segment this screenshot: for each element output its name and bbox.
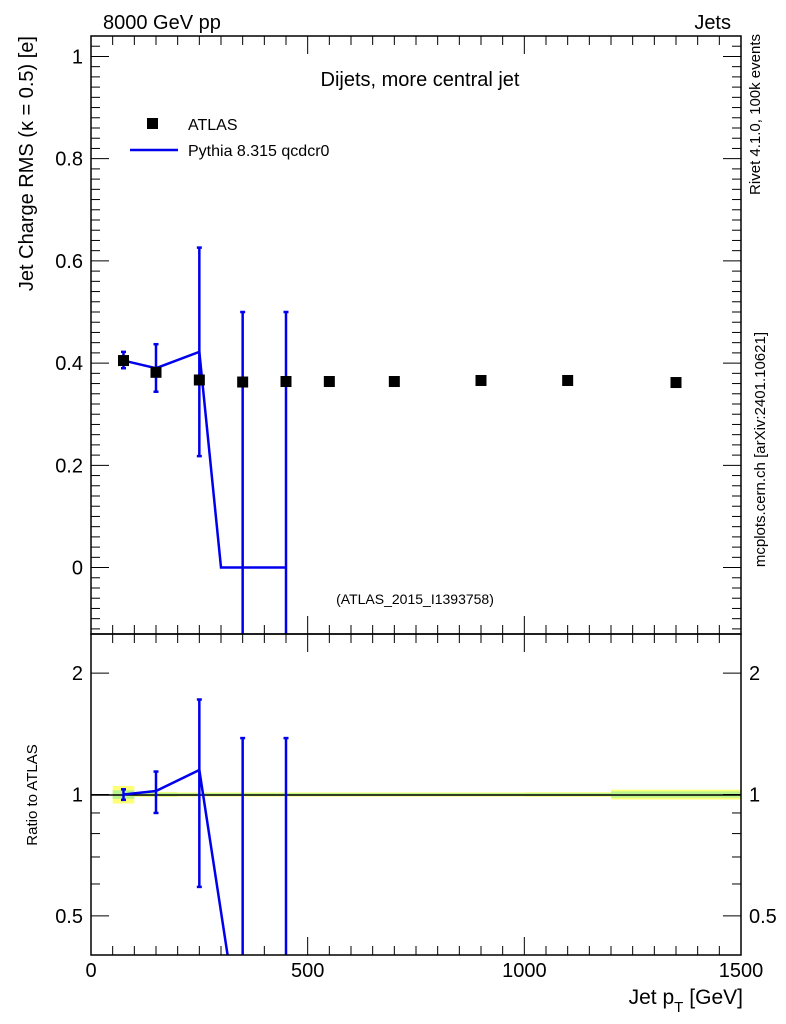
x-tick-label: 1000 bbox=[502, 960, 547, 982]
ratio-y-tick-label-left: 2 bbox=[72, 663, 83, 685]
main-y-tick-label: 0.6 bbox=[55, 251, 83, 273]
ratio-y-tick-label-right: 1 bbox=[749, 785, 760, 807]
atlas-data-point bbox=[670, 377, 682, 389]
atlas-data-point bbox=[562, 374, 574, 386]
main-y-tick-label: 0.4 bbox=[55, 353, 83, 375]
ratio-y-axis-title: Ratio to ATLAS bbox=[24, 744, 41, 845]
atlas-data-point bbox=[118, 355, 129, 367]
main-panel: 0 0.2 0.4 0.6 0.8 1 bbox=[55, 35, 742, 635]
ratio-y-tick-label-right: 0.5 bbox=[749, 906, 777, 928]
main-y-tick-label: 0.2 bbox=[55, 455, 83, 477]
ratio-y-tick-label-right: 2 bbox=[749, 663, 760, 685]
analysis-watermark: (ATLAS_2015_I1393758) bbox=[336, 591, 494, 607]
main-y-tick-label: 0 bbox=[72, 558, 83, 580]
process-label: Jets bbox=[694, 12, 731, 34]
legend-data-marker bbox=[147, 118, 158, 129]
atlas-data-point bbox=[388, 376, 400, 388]
chart-title: Dijets, more central jet bbox=[321, 69, 520, 91]
legend-data-label: ATLAS bbox=[188, 117, 238, 134]
atlas-data-point bbox=[323, 376, 335, 388]
x-tick-label: 0 bbox=[85, 960, 96, 982]
ratio-y-tick-label-left: 1 bbox=[72, 785, 83, 807]
atlas-data-point bbox=[193, 374, 205, 386]
ratio-frame bbox=[90, 633, 742, 956]
main-data-series bbox=[118, 355, 682, 389]
ratio-panel: 0 500 1000 1500 0.5 0.5 1 1 2 2 bbox=[55, 633, 777, 982]
mcplots-label: mcplots.cern.ch [arXiv:2401.10621] bbox=[752, 332, 769, 567]
atlas-data-point bbox=[280, 376, 292, 388]
x-axis-title: Jet pT [GeV] bbox=[629, 986, 743, 1016]
main-y-tick-label: 0.8 bbox=[55, 149, 83, 171]
main-axis-ticks: 0 0.2 0.4 0.6 0.8 1 bbox=[55, 35, 742, 634]
rivet-version-label: Rivet 4.1.0, 100k events bbox=[747, 34, 764, 195]
legend: ATLAS Pythia 8.315 qcdcr0 bbox=[130, 117, 330, 160]
ratio-mc-series bbox=[121, 698, 289, 956]
atlas-data-point bbox=[237, 376, 249, 388]
ratio-y-tick-label-left: 0.5 bbox=[55, 906, 83, 928]
atlas-data-point bbox=[475, 374, 487, 386]
ratio-axis-ticks: 0 500 1000 1500 0.5 0.5 1 1 2 2 bbox=[55, 634, 777, 982]
atlas-data-point bbox=[150, 366, 162, 378]
main-y-axis-title: Jet Charge RMS (κ = 0.5) [e] bbox=[16, 36, 38, 291]
legend-mc-label: Pythia 8.315 qcdcr0 bbox=[188, 143, 330, 160]
main-y-tick-label: 1 bbox=[72, 46, 83, 68]
energy-label: 8000 GeV pp bbox=[103, 12, 221, 34]
x-tick-label: 500 bbox=[291, 960, 324, 982]
x-tick-label: 1500 bbox=[719, 960, 764, 982]
ratio-mc-central-line bbox=[123, 768, 229, 956]
